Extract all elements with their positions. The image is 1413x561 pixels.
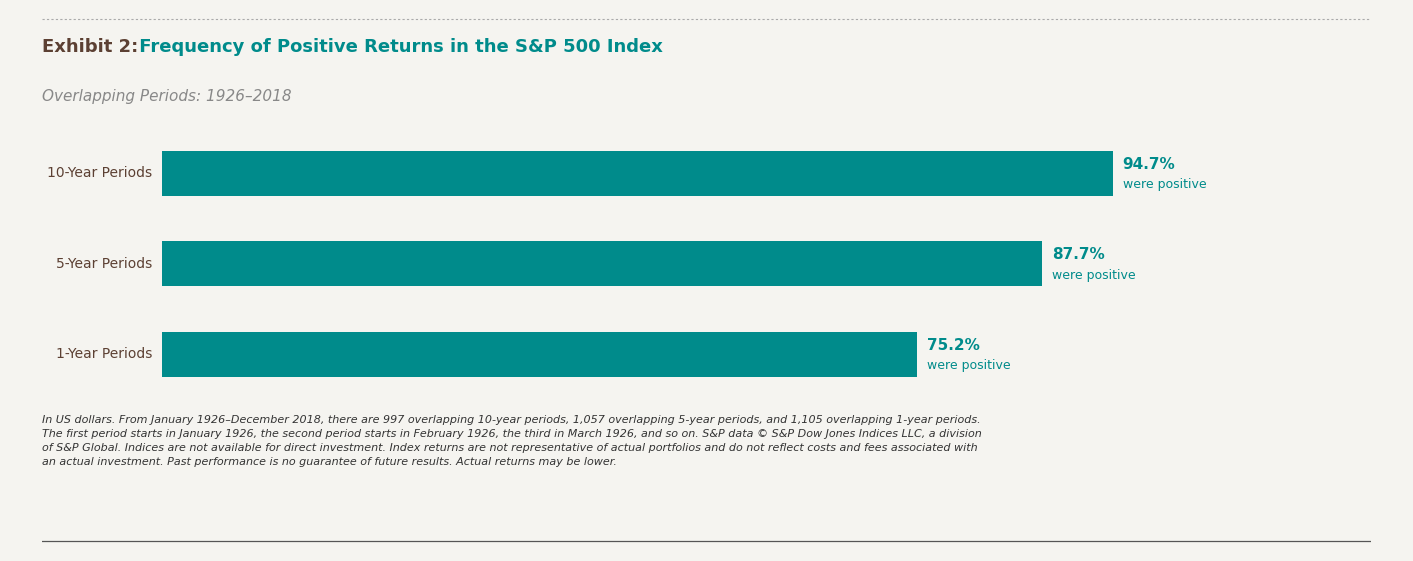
Bar [162,332,917,377]
Text: 94.7%: 94.7% [1122,157,1176,172]
Text: 75.2%: 75.2% [927,338,979,353]
Bar [162,241,1043,286]
Text: Overlapping Periods: 1926–2018: Overlapping Periods: 1926–2018 [42,89,292,104]
Text: 5-Year Periods: 5-Year Periods [57,257,153,270]
Text: 1-Year Periods: 1-Year Periods [57,347,153,361]
Text: were positive: were positive [1122,178,1207,191]
Text: Frequency of Positive Returns in the S&P 500 Index: Frequency of Positive Returns in the S&P… [133,38,663,56]
Text: 87.7%: 87.7% [1053,247,1105,262]
Text: 10-Year Periods: 10-Year Periods [48,166,153,180]
Text: were positive: were positive [927,360,1010,373]
Text: were positive: were positive [1053,269,1136,282]
Text: Exhibit 2:: Exhibit 2: [42,38,138,56]
Bar [162,150,1112,196]
Text: In US dollars. From January 1926–December 2018, there are 997 overlapping 10-yea: In US dollars. From January 1926–Decembe… [42,415,982,467]
